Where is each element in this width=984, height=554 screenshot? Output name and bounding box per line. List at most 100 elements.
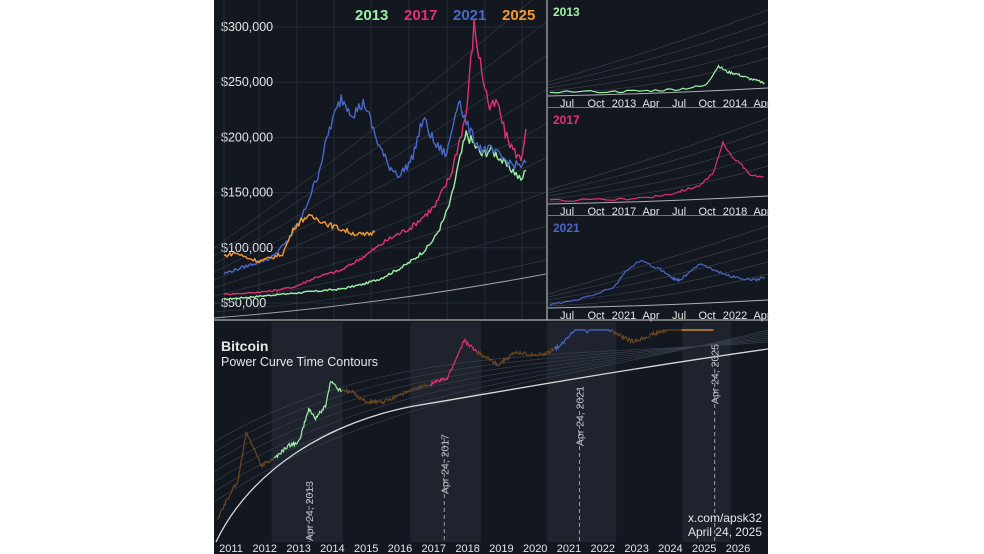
history-price-segment xyxy=(554,329,613,352)
legend-item-2017: 2017 xyxy=(404,7,437,24)
overlay-contour-line xyxy=(213,0,533,249)
mini-x-tick-label: Oct xyxy=(698,310,715,322)
mini-power-curve xyxy=(547,87,769,97)
mini-x-tick-label: Oct xyxy=(587,310,604,322)
mini-power-curve xyxy=(547,299,769,309)
history-contour-line xyxy=(213,335,769,473)
mini-contour-line xyxy=(547,237,769,298)
history-x-tick-label: 2024 xyxy=(658,543,682,554)
overlay-y-tick-label: $250,000 xyxy=(221,75,273,89)
mini-power-curve xyxy=(547,195,769,205)
history-price-segment xyxy=(429,337,478,386)
history-x-tick-label: 2023 xyxy=(624,543,648,554)
history-price-segment xyxy=(217,431,275,520)
legend-item-2021: 2021 xyxy=(453,7,486,24)
history-x-tick-label: 2026 xyxy=(726,543,750,554)
mini-x-tick-label: Oct xyxy=(698,98,715,110)
mini-x-tick-label: Apr xyxy=(753,98,770,110)
mini-contour-line xyxy=(547,249,769,301)
mini-x-tick-label: 2013 xyxy=(612,98,636,110)
mini-x-tick-label: Oct xyxy=(698,206,715,218)
overlay-y-tick-label: $150,000 xyxy=(221,186,273,200)
history-x-tick-label: 2011 xyxy=(219,543,243,554)
mini-contour-line xyxy=(547,141,769,197)
mini-contour-line xyxy=(547,117,769,191)
mini-x-tick-label: 2014 xyxy=(723,98,747,110)
history-contour-line xyxy=(213,331,769,493)
credit-handle: x.com/apsk32 xyxy=(688,511,762,525)
history-x-tick-label: 2018 xyxy=(455,543,479,554)
credit-date: April 24, 2025 xyxy=(688,525,762,539)
mini-x-tick-label: Jul xyxy=(560,206,574,218)
mini-chart-label: 2013 xyxy=(553,5,580,19)
mini-contour-line xyxy=(547,45,769,92)
legend-item-2013: 2013 xyxy=(355,7,388,24)
mini-x-tick-label: Apr xyxy=(753,206,770,218)
mini-chart-2021: Jul Oct 2021 Apr Jul Oct 2022 Apr 2021 xyxy=(547,216,771,322)
mini-x-tick-label: Oct xyxy=(587,98,604,110)
history-power-curve xyxy=(215,348,769,543)
cycle-band xyxy=(682,322,732,542)
mini-chart-label: 2021 xyxy=(553,221,580,235)
overlay-series-line-2013 xyxy=(223,130,527,301)
overlay-y-tick-label: $100,000 xyxy=(221,241,273,255)
overlay-contour-line xyxy=(213,21,547,257)
date-marker-label: Apr 24, 2013 xyxy=(304,481,316,541)
mini-x-tick-label: Apr xyxy=(753,310,770,322)
history-x-tick-label: 2014 xyxy=(320,543,344,554)
mini-x-tick-label: 2021 xyxy=(612,310,636,322)
mini-x-tick-label: Oct xyxy=(587,206,604,218)
overlay-chart: $300,000 $250,000 $200,000 $150,000 $100,000… xyxy=(213,0,547,334)
overlay-contour-line xyxy=(213,191,547,297)
mini-contour-line xyxy=(547,129,769,194)
history-price-segment xyxy=(273,380,343,459)
mini-x-tick-label: Jul xyxy=(560,98,574,110)
mini-chart-2013: Jul Oct 2013 Apr Jul Oct 2014 Apr 2013 xyxy=(547,0,771,110)
mini-x-tick-label: Apr xyxy=(642,206,659,218)
mini-x-tick-label: 2018 xyxy=(723,206,747,218)
history-price-segment xyxy=(476,347,556,367)
mini-chart-2017: Jul Oct 2017 Apr Jul Oct 2018 Apr 2017 xyxy=(547,108,771,218)
history-x-tick-label: 2019 xyxy=(489,543,513,554)
history-x-tick-label: 2025 xyxy=(692,543,716,554)
date-marker-label: Apr 24, 2021 xyxy=(574,386,586,446)
mini-series-line xyxy=(549,64,765,94)
mini-x-tick-label: 2017 xyxy=(612,206,636,218)
history-chart: 2011 2012 2013 2014 2015 2016 2017 2018 2019 2020… xyxy=(213,322,769,554)
history-contour-line xyxy=(213,339,769,453)
history-x-tick-label: 2015 xyxy=(354,543,378,554)
overlay-plot-area xyxy=(214,0,546,320)
mini-x-tick-label: Jul xyxy=(672,206,686,218)
history-chart-title: Bitcoin xyxy=(221,338,268,354)
overlay-contour-line xyxy=(213,55,547,265)
mini-chart-label: 2017 xyxy=(553,113,580,127)
history-contour-line xyxy=(213,341,769,443)
history-x-tick-label: 2022 xyxy=(591,543,615,554)
history-contour-line xyxy=(213,337,769,463)
history-price-segment xyxy=(612,329,682,345)
overlay-series-line-2025 xyxy=(223,213,376,264)
mini-contour-line xyxy=(547,9,769,83)
mini-x-tick-label: 2022 xyxy=(723,310,747,322)
overlay-y-tick-label: $300,000 xyxy=(221,20,273,34)
date-marker-label: Apr 24, 2025 xyxy=(710,344,722,404)
mini-series-line xyxy=(549,141,764,202)
mini-x-tick-label: Jul xyxy=(672,310,686,322)
mini-contour-line xyxy=(547,21,769,86)
mini-x-tick-label: Apr xyxy=(642,98,659,110)
date-marker-label: Apr 24, 2017 xyxy=(439,434,451,494)
cycle-band xyxy=(410,322,482,542)
mini-contour-line xyxy=(547,153,769,200)
overlay-contour-line xyxy=(213,89,547,273)
history-x-tick-label: 2020 xyxy=(523,543,547,554)
history-x-tick-label: 2016 xyxy=(388,543,412,554)
history-x-tick-label: 2017 xyxy=(422,543,446,554)
history-chart-subtitle: Power Curve Time Contours xyxy=(221,355,378,369)
mini-contour-line xyxy=(547,225,769,295)
mini-series-line xyxy=(549,259,765,306)
mini-x-tick-label: Jul xyxy=(560,310,574,322)
mini-x-tick-label: Jul xyxy=(672,98,686,110)
mini-x-tick-label: Apr xyxy=(642,310,659,322)
legend-item-2025: 2025 xyxy=(502,7,535,24)
